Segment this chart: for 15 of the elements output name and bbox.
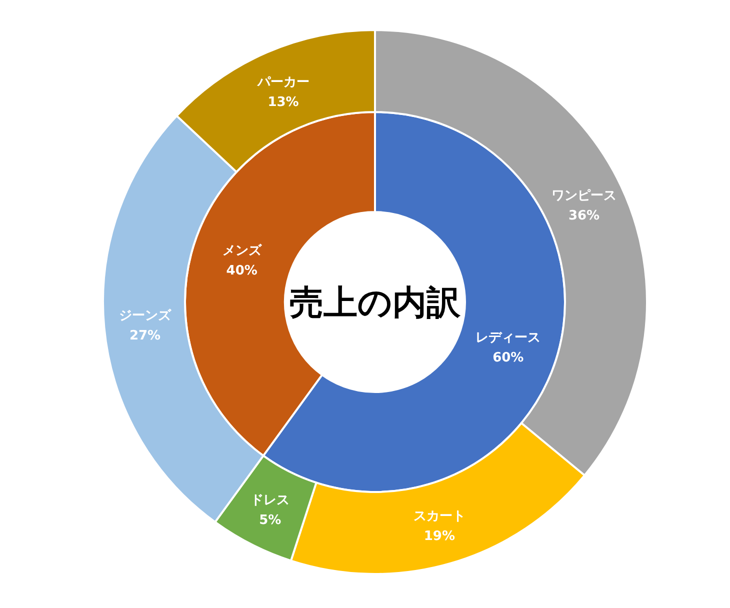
- text: 売上の内訳: [290, 283, 462, 323]
- slice-label: スカート: [413, 508, 466, 524]
- data-label: 60%: [492, 350, 524, 366]
- slice-label: ジーンズ: [119, 308, 172, 324]
- data-label: 13%: [268, 95, 299, 110]
- data-label: 5%: [259, 512, 282, 528]
- slice-label: ドレス: [250, 492, 290, 508]
- slice-label: ワンピース: [552, 188, 617, 204]
- data-label: 27%: [129, 328, 161, 344]
- data-label: 40%: [226, 264, 258, 279]
- slice-label: レディース: [476, 330, 541, 346]
- slice-label: メンズ: [222, 244, 262, 259]
- slice-label: パーカー: [256, 75, 310, 90]
- data-label: 36%: [568, 208, 600, 224]
- data-label: 19%: [424, 528, 456, 544]
